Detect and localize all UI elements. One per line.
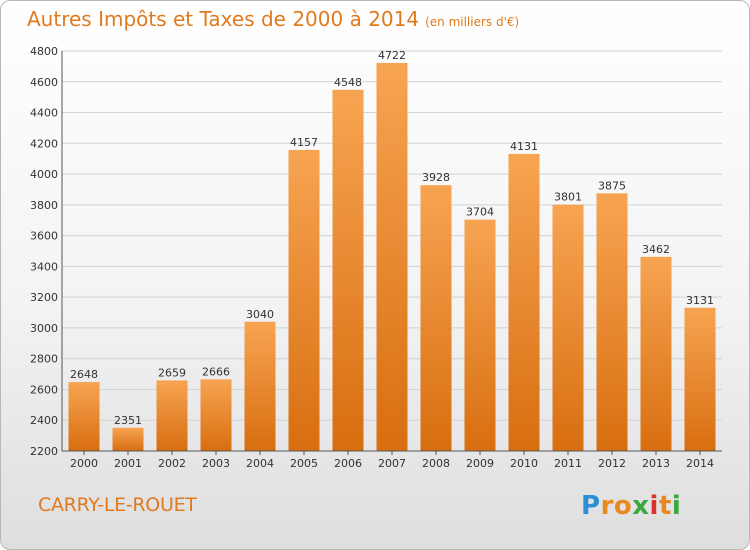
- y-tick-label: 3800: [30, 199, 58, 212]
- y-tick-label: 3600: [30, 230, 58, 243]
- x-tick-labels: 2000 2001 2002 2003 2004 2005 2006 2007 2008 2009…: [70, 457, 714, 470]
- bar: [288, 149, 320, 451]
- y-tick-label: 4200: [30, 137, 58, 150]
- y-tick-label: 3400: [30, 260, 58, 273]
- chart-title-text: Autres Impôts et Taxes de 2000 à 2014: [27, 7, 420, 31]
- data-label: 4548: [334, 76, 362, 89]
- logo-letter: i: [671, 491, 682, 521]
- y-tick-label: 2800: [30, 353, 58, 366]
- x-tick-label: 2004: [246, 457, 274, 470]
- proxiti-logo: Proxiti: [581, 491, 681, 521]
- bars: [68, 63, 716, 452]
- data-label: 2659: [158, 366, 186, 379]
- x-tick-label: 2003: [202, 457, 230, 470]
- x-tick-label: 2008: [422, 457, 450, 470]
- data-label: 3801: [554, 191, 582, 204]
- bar: [68, 382, 100, 451]
- y-tick-label: 2600: [30, 383, 58, 396]
- data-label: 4722: [378, 49, 406, 62]
- bar: [112, 427, 144, 451]
- bar: [332, 89, 364, 452]
- data-label: 3462: [642, 243, 670, 256]
- x-tick-label: 2009: [466, 457, 494, 470]
- data-label: 3704: [466, 206, 494, 219]
- bar: [464, 219, 496, 451]
- bar: [376, 63, 408, 451]
- x-tick-label: 2012: [598, 457, 626, 470]
- x-tick-label: 2014: [686, 457, 714, 470]
- data-label: 4131: [510, 140, 538, 153]
- logo-letter: i: [649, 491, 659, 521]
- logo-letter: x: [632, 491, 650, 521]
- x-tick-label: 2013: [642, 457, 670, 470]
- x-tick-label: 2006: [334, 457, 362, 470]
- commune-name: CARRY-LE-ROUET: [38, 494, 197, 516]
- x-tick-label: 2001: [114, 457, 142, 470]
- chart-title: Autres Impôts et Taxes de 2000 à 2014 (en…: [27, 7, 519, 31]
- data-label: 3875: [598, 179, 626, 192]
- data-label: 3131: [686, 294, 714, 307]
- y-tick-labels: 2200 2400 2600 2800 3000 3200 3400 3600 3800 4000…: [30, 45, 58, 458]
- y-tick-label: 2200: [30, 445, 58, 458]
- bar: [596, 193, 628, 452]
- y-tick-label: 4800: [30, 45, 58, 58]
- bar: [244, 321, 276, 451]
- logo-letter: o: [613, 491, 633, 521]
- x-tick-label: 2002: [158, 457, 186, 470]
- chart-unit-label: (en milliers d'€): [425, 15, 520, 29]
- x-tick-label: 2000: [70, 457, 98, 470]
- axes: [61, 51, 722, 455]
- data-label: 3928: [422, 171, 450, 184]
- bar: [684, 307, 716, 451]
- logo-letter: P: [581, 491, 601, 521]
- data-label: 2351: [114, 414, 142, 427]
- data-label: 4157: [290, 136, 318, 149]
- bar: [552, 204, 584, 451]
- x-tick-label: 2010: [510, 457, 538, 470]
- data-label: 2648: [70, 368, 98, 381]
- bar: [508, 153, 540, 451]
- bar: [200, 379, 232, 451]
- data-label: 2666: [202, 365, 230, 378]
- logo-letter: t: [658, 491, 672, 521]
- y-tick-label: 3200: [30, 291, 58, 304]
- x-tick-label: 2007: [378, 457, 406, 470]
- y-tick-label: 2400: [30, 414, 58, 427]
- bar: [420, 185, 452, 451]
- y-tick-label: 4400: [30, 107, 58, 120]
- bar: [156, 380, 188, 451]
- data-labels: 2648 2351 2659 2666 3040 4157 4548 4722 3928 3704…: [70, 49, 714, 427]
- x-tick-label: 2011: [554, 457, 582, 470]
- y-tick-label: 4600: [30, 76, 58, 89]
- x-tick-label: 2005: [290, 457, 318, 470]
- bar: [640, 256, 672, 451]
- data-label: 3040: [246, 308, 274, 321]
- y-tick-label: 3000: [30, 322, 58, 335]
- y-tick-label: 4000: [30, 168, 58, 181]
- logo-letter: r: [600, 491, 614, 521]
